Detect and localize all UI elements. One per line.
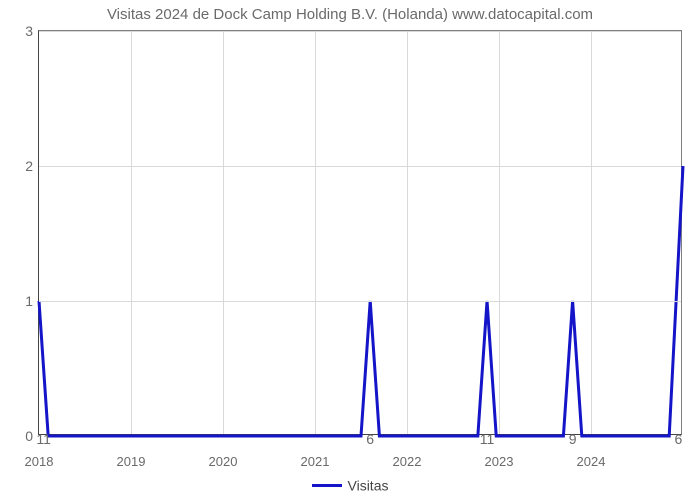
x-tick-label: 2024 [577,454,606,469]
y-tick-label: 3 [25,23,33,39]
value-callout: 6 [674,431,682,447]
gridline-vertical [315,31,316,434]
gridline-vertical [223,31,224,434]
legend-swatch [312,484,342,487]
gridline-horizontal [39,301,681,302]
line-chart-svg [39,31,683,436]
x-tick-label: 2022 [393,454,422,469]
value-callout: 6 [366,431,374,447]
y-tick-label: 0 [25,428,33,444]
x-tick-label: 2023 [485,454,514,469]
x-tick-label: 2019 [117,454,146,469]
gridline-horizontal [39,166,681,167]
x-tick-label: 2018 [25,454,54,469]
x-tick-label: 2021 [301,454,330,469]
y-tick-label: 1 [25,293,33,309]
plot-area: 012320182019202020212022202320241161196 [38,30,682,435]
x-tick-label: 2020 [209,454,238,469]
value-callout: 9 [569,431,577,447]
gridline-vertical [131,31,132,434]
gridline-vertical [591,31,592,434]
gridline-vertical [407,31,408,434]
legend: Visitas [0,476,700,493]
value-callout: 11 [480,431,495,447]
gridline-vertical [499,31,500,434]
value-callout: 11 [36,431,51,447]
chart-container: Visitas 2024 de Dock Camp Holding B.V. (… [0,0,700,500]
y-tick-label: 2 [25,158,33,174]
gridline-horizontal [39,31,681,32]
legend-label: Visitas [348,477,389,493]
chart-title: Visitas 2024 de Dock Camp Holding B.V. (… [0,6,700,23]
